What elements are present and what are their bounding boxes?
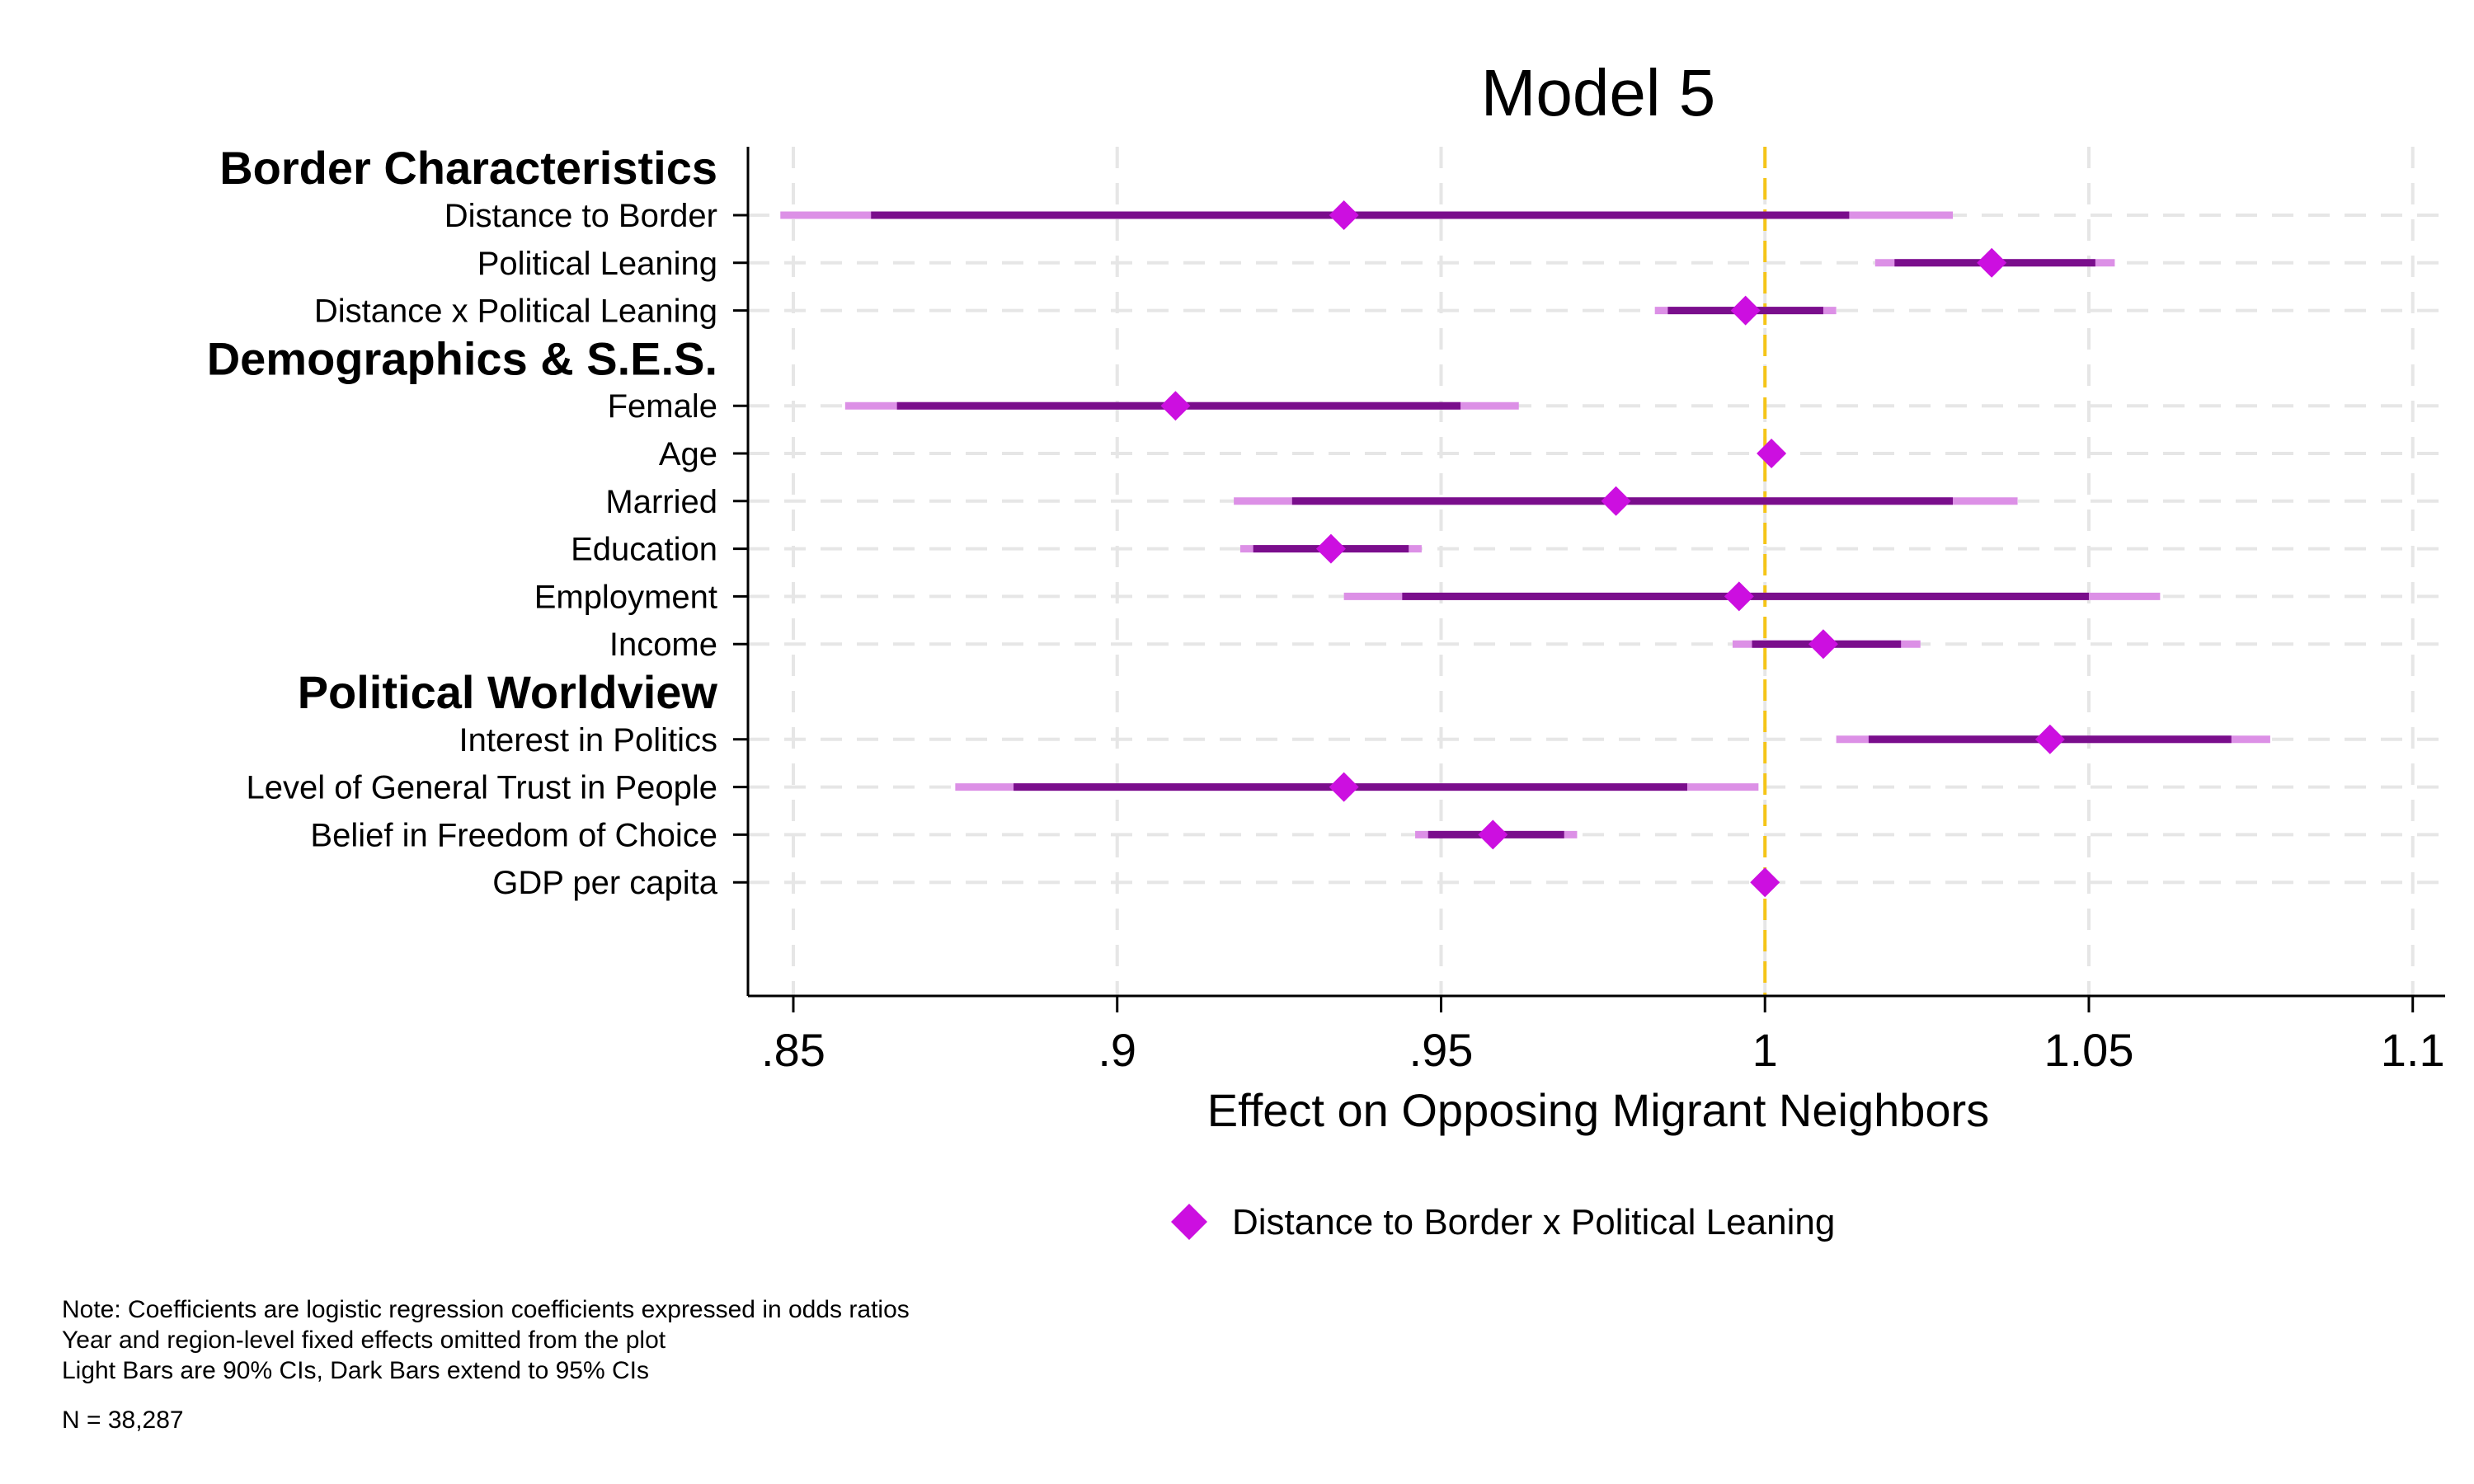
chart-title: Model 5 xyxy=(1481,56,1716,129)
point-estimate-marker xyxy=(1750,867,1780,898)
point-estimate-marker xyxy=(1329,200,1359,230)
row-label: Distance to Border xyxy=(444,198,717,234)
point-estimate-marker xyxy=(1977,247,2007,278)
row-label: Income xyxy=(609,627,717,663)
note-line-1: Note: Coefficients are logistic regressi… xyxy=(62,1296,910,1323)
note-sample-size: N = 38,287 xyxy=(62,1407,184,1434)
row-label: Political Leaning xyxy=(477,246,717,282)
row-label: Employment xyxy=(534,579,717,615)
x-tick-label: .95 xyxy=(1409,1024,1474,1076)
row-label: Distance x Political Leaning xyxy=(314,294,717,330)
legend-marker xyxy=(1171,1204,1207,1240)
row-label: Age xyxy=(659,436,717,472)
row-label: Education xyxy=(571,532,717,568)
point-estimate-marker xyxy=(1724,581,1754,612)
axes xyxy=(733,147,2445,1012)
point-estimate-marker xyxy=(1601,486,1631,516)
point-estimate-marker xyxy=(1730,295,1761,326)
x-axis-label: Effect on Opposing Migrant Neighbors xyxy=(1207,1084,1989,1136)
point-estimate-marker xyxy=(1315,533,1346,564)
row-label: Level of General Trust in People xyxy=(247,770,717,806)
point-estimate-marker xyxy=(1329,772,1359,802)
point-estimate-marker xyxy=(1160,391,1191,421)
legend-label: Distance to Border x Political Leaning xyxy=(1232,1202,1835,1242)
group-label: Demographics & S.E.S. xyxy=(207,332,717,384)
note-line-2: Year and region-level fixed effects omit… xyxy=(62,1327,666,1354)
point-estimate-marker xyxy=(1478,819,1508,850)
x-tick-label: .85 xyxy=(761,1024,825,1076)
legend: Distance to Border x Political Leaning xyxy=(1171,1202,1835,1242)
group-label: Political Worldview xyxy=(298,666,718,718)
group-label: Border Characteristics xyxy=(219,142,717,194)
point-estimate-marker xyxy=(1808,629,1838,660)
row-label: Female xyxy=(608,388,717,425)
row-label: Interest in Politics xyxy=(459,722,717,758)
x-tick-label: 1.1 xyxy=(2381,1024,2445,1076)
row-label: Belief in Freedom of Choice xyxy=(310,817,717,853)
x-tick-labels: .85 .9 .95 1 1.05 1.1 xyxy=(761,1024,2445,1076)
note-line-3: Light Bars are 90% CIs, Dark Bars extend… xyxy=(62,1357,649,1384)
notes: Note: Coefficients are logistic regressi… xyxy=(62,1296,910,1434)
row-labels: Border Characteristics Demographics & S.E… xyxy=(207,142,718,901)
x-tick-label: .9 xyxy=(1098,1024,1136,1076)
point-estimate-marker xyxy=(1757,439,1787,468)
point-estimate-marker xyxy=(2034,724,2065,754)
x-tick-label: 1.05 xyxy=(2044,1024,2133,1076)
ci-bars-layer xyxy=(780,200,2270,898)
x-tick-label: 1 xyxy=(1752,1024,1778,1076)
row-label: Married xyxy=(605,484,717,520)
row-label: GDP per capita xyxy=(492,865,717,901)
